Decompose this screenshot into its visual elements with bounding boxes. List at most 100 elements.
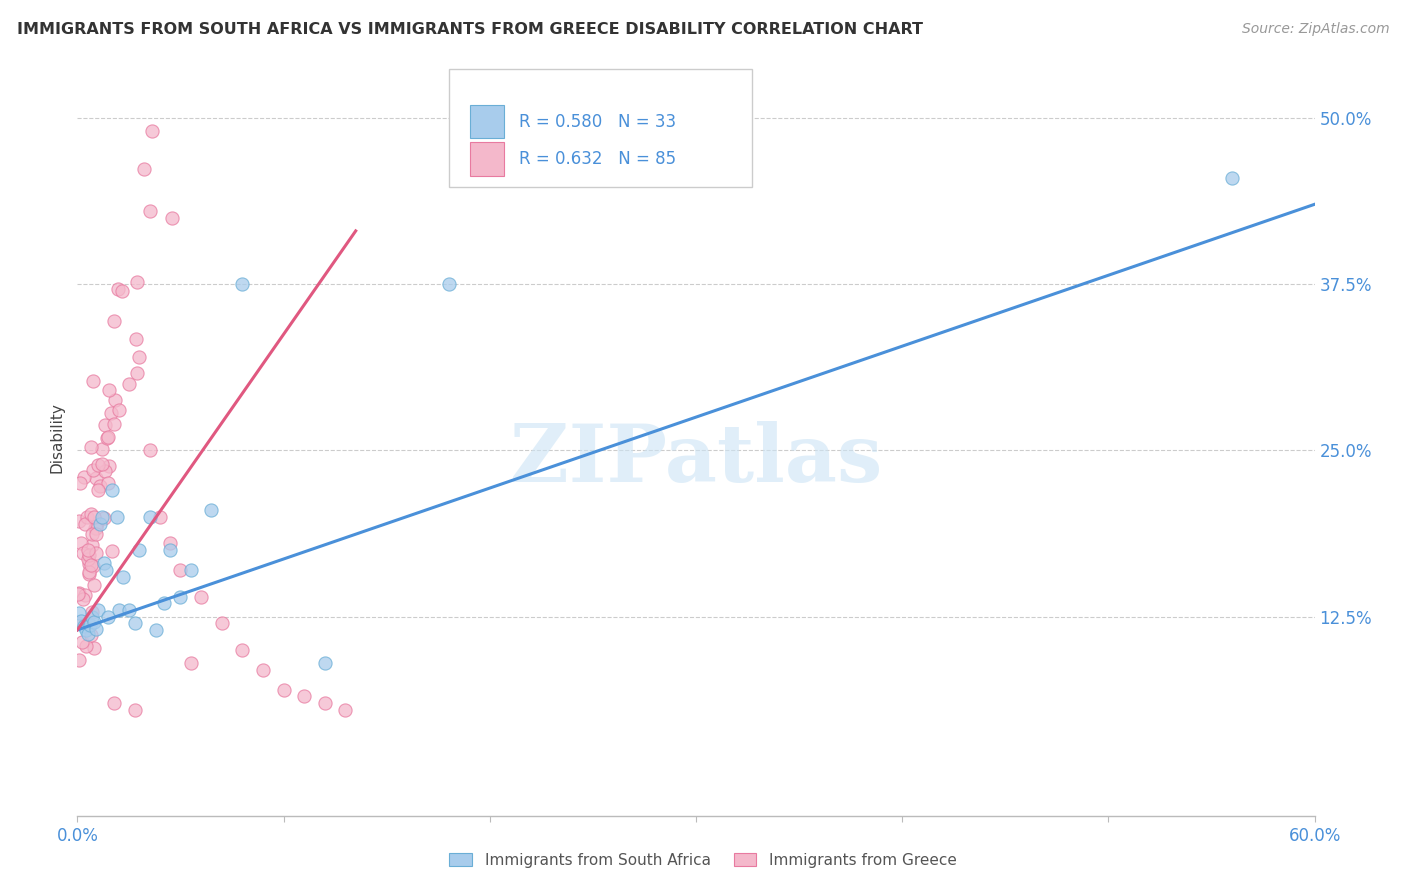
Point [84,546,107,560]
Point [128,351,150,365]
Point [190,590,212,604]
Point [145,623,167,637]
Point [72,619,94,633]
Point [252,663,274,677]
Point [138,203,160,218]
Point [100,405,122,419]
Point [89,516,111,531]
Point [67,586,90,600]
Point [84,527,107,541]
Point [160,211,183,226]
Point [100,544,122,558]
Point [67,514,90,528]
Point [80,609,103,624]
Point [67,606,90,620]
Point [125,366,148,380]
Point [437,277,460,292]
Point [132,161,155,176]
Point [93,511,115,525]
Point [69,476,91,491]
Point [75,588,97,602]
Point [91,457,114,471]
Point [1220,170,1243,185]
Point [79,617,101,632]
Point [87,603,110,617]
Point [91,509,114,524]
Text: R = 0.632   N = 85: R = 0.632 N = 85 [519,150,676,168]
Text: R = 0.580   N = 33: R = 0.580 N = 33 [519,112,676,130]
Point [124,703,146,717]
Point [86,471,108,485]
Point [84,622,107,636]
Point [82,374,104,388]
Point [125,332,148,346]
Point [76,510,98,524]
Point [96,431,118,445]
Point [169,563,191,577]
Point [75,516,97,531]
FancyBboxPatch shape [470,105,505,138]
Point [77,565,100,579]
Text: Source: ZipAtlas.com: Source: ZipAtlas.com [1241,22,1389,37]
Point [97,430,120,444]
Point [80,628,103,642]
Point [91,442,114,457]
Point [124,616,146,631]
FancyBboxPatch shape [449,70,752,186]
Point [231,643,253,657]
Point [72,546,94,560]
Point [101,483,124,498]
Point [141,124,163,138]
Point [87,483,110,498]
Point [77,557,100,571]
FancyBboxPatch shape [470,142,505,176]
Point [138,443,160,458]
Point [98,459,121,474]
Point [80,538,103,552]
Point [105,509,128,524]
Point [82,526,104,541]
Point [169,590,191,604]
Point [83,641,105,656]
Point [77,567,100,582]
Point [159,536,181,550]
Point [84,521,107,535]
Point [89,478,111,492]
Point [67,653,90,667]
Point [70,536,93,550]
Point [180,657,202,671]
Point [159,543,181,558]
Text: ZIPatlas: ZIPatlas [510,421,882,499]
Text: IMMIGRANTS FROM SOUTH AFRICA VS IMMIGRANTS FROM GREECE DISABILITY CORRELATION CH: IMMIGRANTS FROM SOUTH AFRICA VS IMMIGRAN… [17,22,922,37]
Point [73,469,96,483]
Point [77,552,100,566]
Point [153,596,176,610]
Point [128,543,150,558]
Point [93,418,115,433]
Point [77,548,100,562]
Point [76,627,98,641]
Point [138,509,160,524]
Point [103,417,125,431]
Point [231,277,253,292]
Point [83,509,105,524]
Point [82,605,104,619]
Point [76,543,98,558]
Point [86,516,108,530]
Point [125,275,148,289]
Point [103,696,125,710]
Point [211,616,233,631]
Point [93,557,115,571]
Point [149,509,172,524]
Point [82,463,104,477]
Point [96,563,118,577]
Point [72,635,94,649]
Point [79,440,101,454]
Point [80,507,103,521]
Point [97,383,120,397]
Point [292,690,315,704]
Point [118,603,141,617]
Point [97,475,120,490]
Point [314,696,336,710]
Point [83,615,105,629]
